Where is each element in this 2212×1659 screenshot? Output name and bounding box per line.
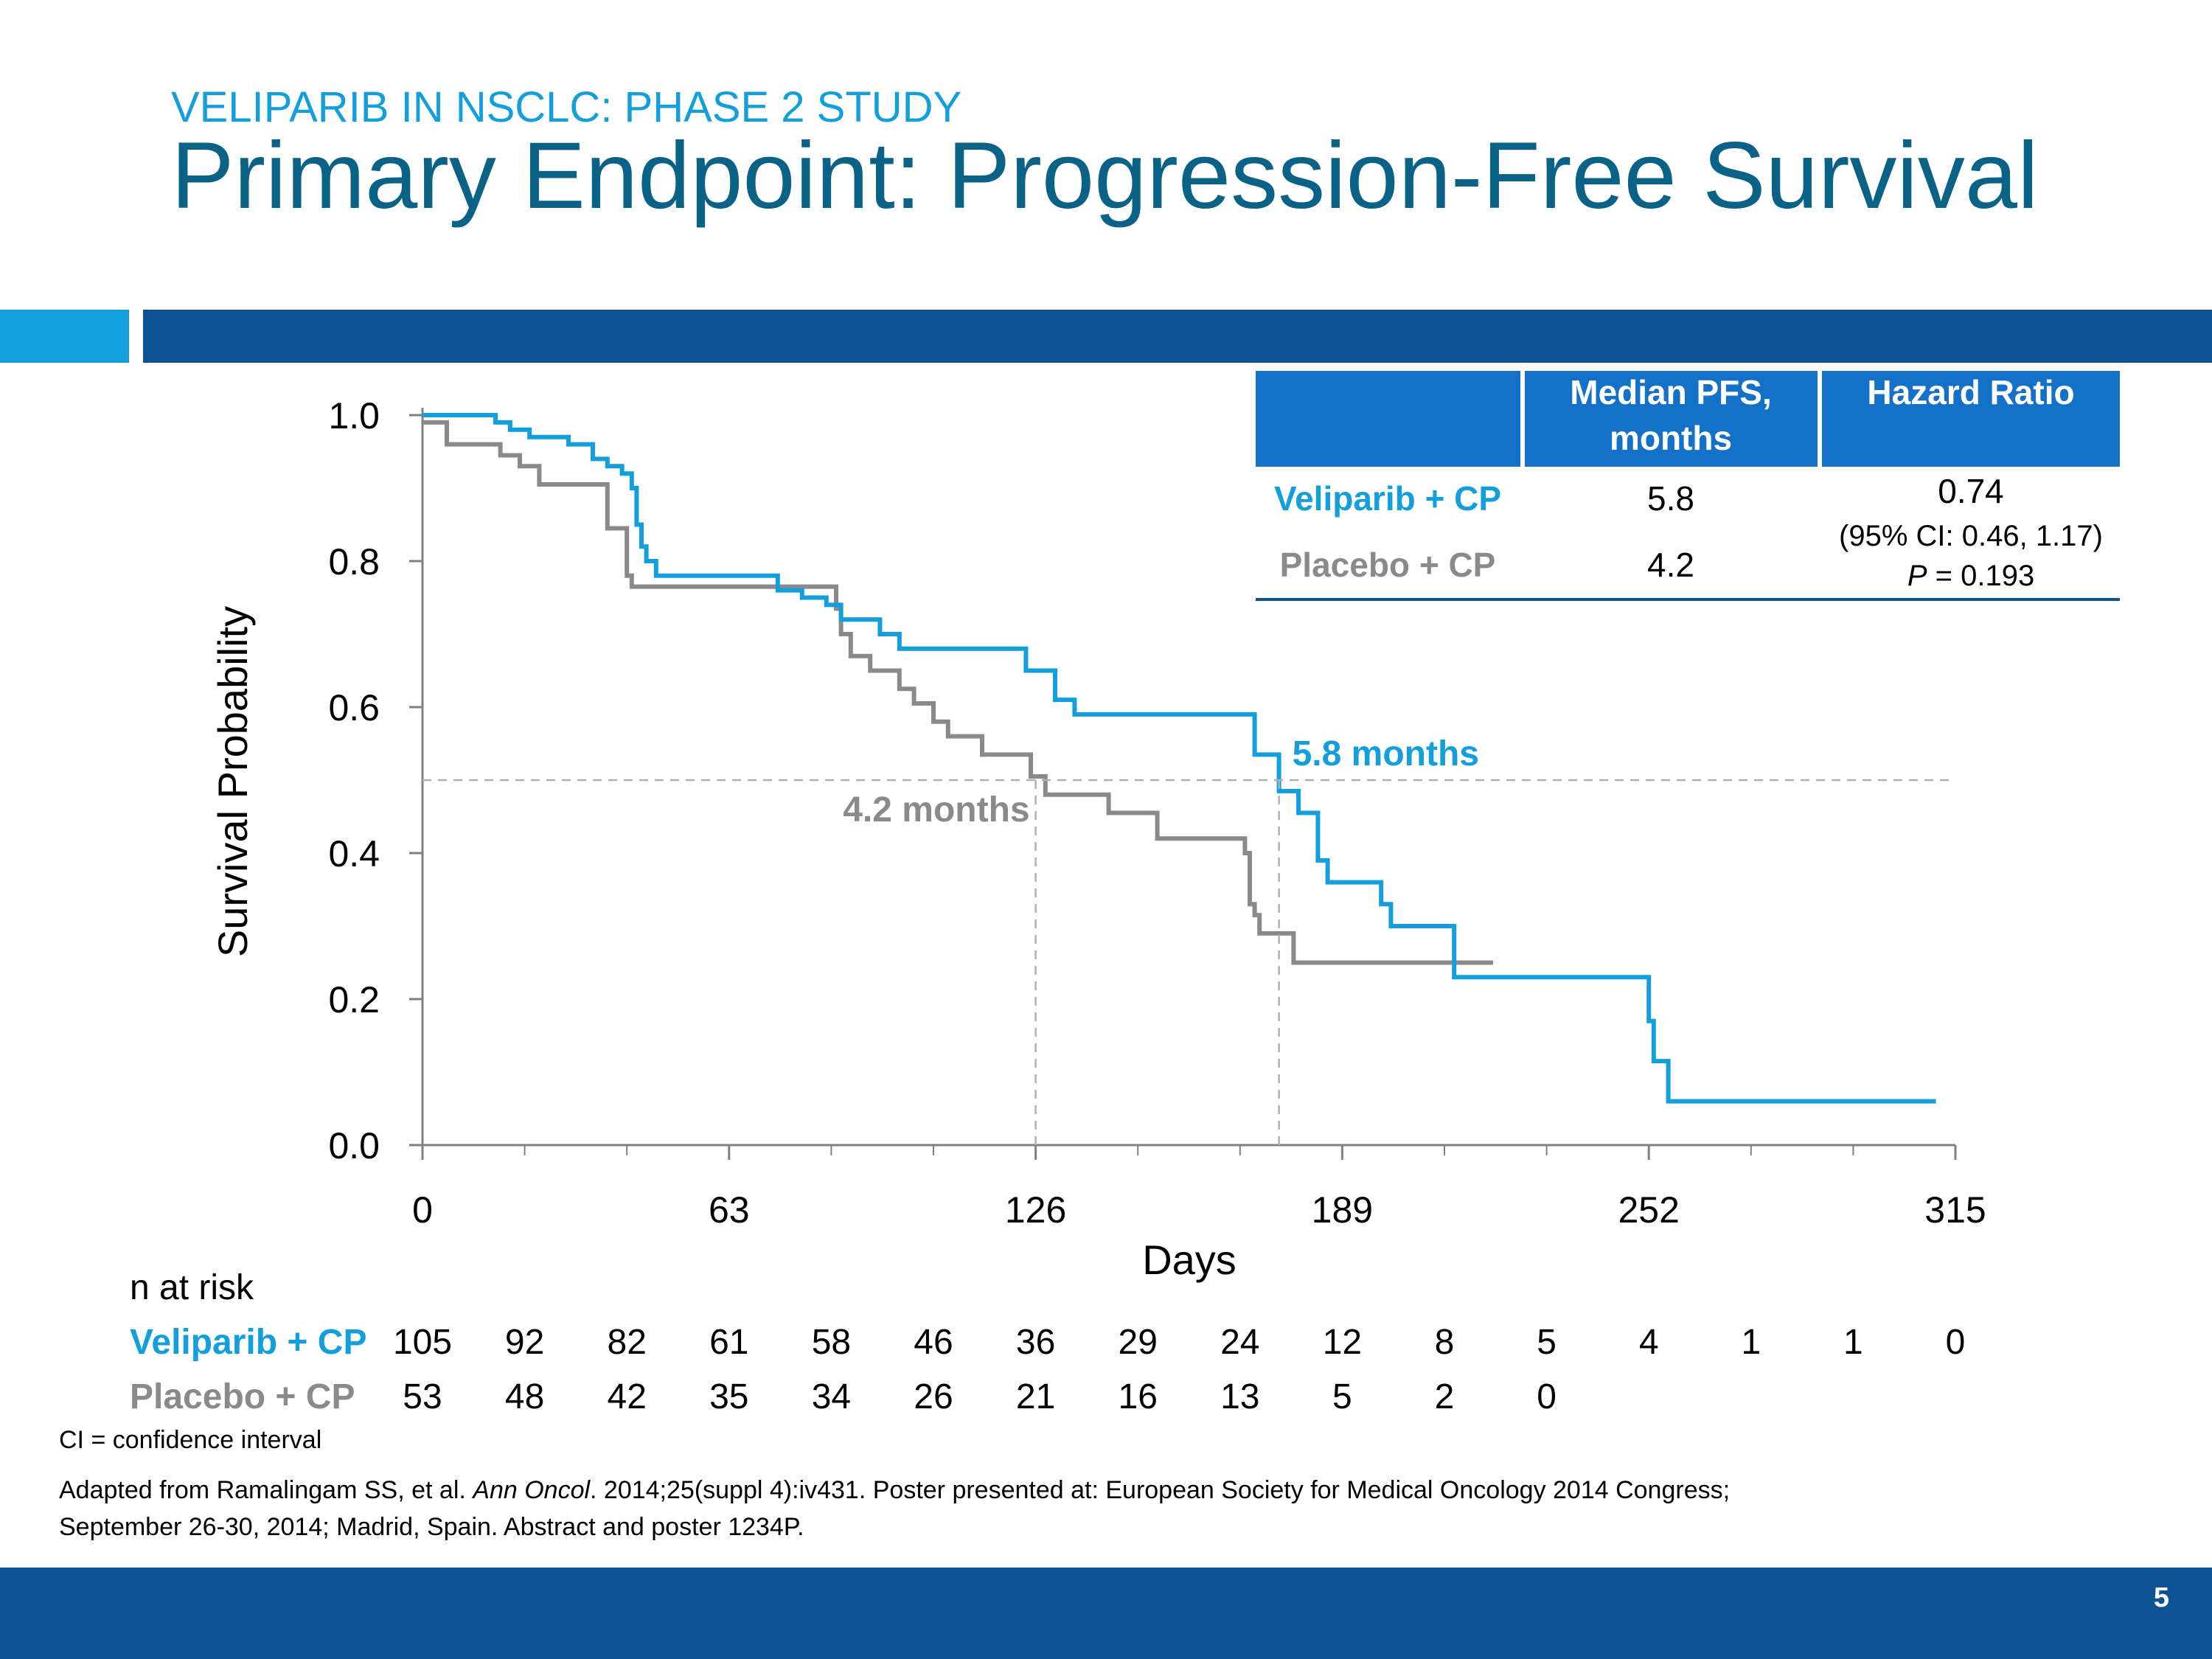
header-accent-bar <box>0 310 129 363</box>
risk-value: 36 <box>1016 1323 1055 1362</box>
y-tick-label: 0.8 <box>328 541 380 582</box>
risk-value: 1 <box>1741 1323 1761 1362</box>
table-hazard-ci: (95% CI: 0.46, 1.17) <box>1839 520 2103 552</box>
y-axis-label: Survival Probability <box>209 606 256 957</box>
x-tick-label: 189 <box>1312 1189 1373 1231</box>
risk-row-label: Placebo + CP <box>130 1377 355 1416</box>
footnote-reference-line2: September 26-30, 2014; Madrid, Spain. Ab… <box>59 1513 804 1541</box>
risk-value: 5 <box>1537 1323 1557 1362</box>
chart-series <box>422 413 1936 1104</box>
page-number: 5 <box>2153 1582 2169 1613</box>
y-tick-label: 0.2 <box>328 979 380 1020</box>
risk-value: 35 <box>709 1377 748 1416</box>
header-band <box>143 310 2212 363</box>
slide-title: Primary Endpoint: Progression-Free Survi… <box>171 123 2039 229</box>
x-tick-label: 0 <box>412 1189 433 1231</box>
series-line-placebo <box>422 420 1493 965</box>
risk-value: 21 <box>1016 1377 1055 1416</box>
risk-value: 8 <box>1435 1323 1455 1362</box>
y-tick-label: 0.0 <box>328 1125 380 1166</box>
risk-value: 24 <box>1220 1323 1259 1362</box>
y-tick-label: 1.0 <box>328 395 380 437</box>
table-row-veliparib-label: Veliparib + CP <box>1274 479 1501 518</box>
risk-value: 0 <box>1946 1323 1966 1362</box>
table-hazard-ratio: 0.74 <box>1938 472 2004 510</box>
y-tick-label: 0.4 <box>328 833 380 874</box>
risk-value: 34 <box>812 1377 851 1416</box>
annotation-placebo-median: 4.2 months <box>843 790 1029 830</box>
risk-value: 26 <box>914 1377 953 1416</box>
table-header-cell-hazard <box>1822 371 2120 467</box>
risk-value: 4 <box>1639 1323 1659 1362</box>
risk-value: 0 <box>1537 1377 1557 1416</box>
table-row-veliparib-median: 5.8 <box>1647 479 1694 518</box>
footnote-ci: CI = confidence interval <box>59 1426 322 1454</box>
table-col-hazard: Hazard Ratio <box>1867 373 2074 411</box>
footer-band <box>0 1568 2212 1659</box>
risk-value: 13 <box>1220 1377 1259 1416</box>
risk-value: 42 <box>608 1377 647 1416</box>
risk-value: 46 <box>914 1323 953 1362</box>
slide-subtitle: VELIPARIB IN NSCLC: PHASE 2 STUDY <box>171 83 962 131</box>
risk-row-label: Veliparib + CP <box>130 1323 366 1362</box>
x-tick-label: 126 <box>1005 1189 1066 1231</box>
risk-value: 29 <box>1119 1323 1158 1362</box>
series-line-veliparib <box>422 413 1936 1104</box>
table-row-placebo-median: 4.2 <box>1647 546 1694 584</box>
table-row-placebo-label: Placebo + CP <box>1280 546 1496 584</box>
x-tick-label: 315 <box>1924 1189 1986 1231</box>
risk-value: 12 <box>1323 1323 1362 1362</box>
risk-value: 2 <box>1435 1377 1455 1416</box>
x-tick-label: 63 <box>709 1189 750 1231</box>
risk-table-label: n at risk <box>130 1268 254 1307</box>
risk-value: 82 <box>608 1323 647 1362</box>
x-axis-label: Days <box>1142 1237 1237 1283</box>
chart-axes: 0.0 0.2 0.4 0.6 0.8 1.0 0 63 126 189 252 315 Days Sur… <box>209 395 1986 1283</box>
annotation-veliparib-median: 5.8 months <box>1293 734 1479 773</box>
risk-value: 61 <box>709 1323 748 1362</box>
risk-value: 48 <box>505 1377 544 1416</box>
risk-value: 5 <box>1332 1377 1352 1416</box>
x-tick-label: 252 <box>1618 1189 1679 1231</box>
table-header-cell-median <box>1525 371 1818 467</box>
footnote-reference: Adapted from Ramalingam SS, et al. Ann O… <box>59 1476 1731 1504</box>
risk-value: 53 <box>403 1377 442 1416</box>
risk-value: 105 <box>393 1323 452 1362</box>
risk-value: 58 <box>812 1323 851 1362</box>
summary-table: Median PFS, months Hazard Ratio Velipari… <box>1256 371 2120 601</box>
risk-value: 16 <box>1119 1377 1158 1416</box>
table-col-median-line1: Median PFS, <box>1570 373 1771 411</box>
risk-value: 92 <box>505 1323 544 1362</box>
table-col-median-line2: months <box>1610 419 1732 457</box>
table-header-cell-empty <box>1256 371 1520 467</box>
risk-value: 1 <box>1843 1323 1863 1362</box>
y-tick-label: 0.6 <box>328 687 380 728</box>
table-p-value: P = 0.193 <box>1907 560 2034 592</box>
chart-annotations: 5.8 months 4.2 months <box>422 734 1955 1145</box>
